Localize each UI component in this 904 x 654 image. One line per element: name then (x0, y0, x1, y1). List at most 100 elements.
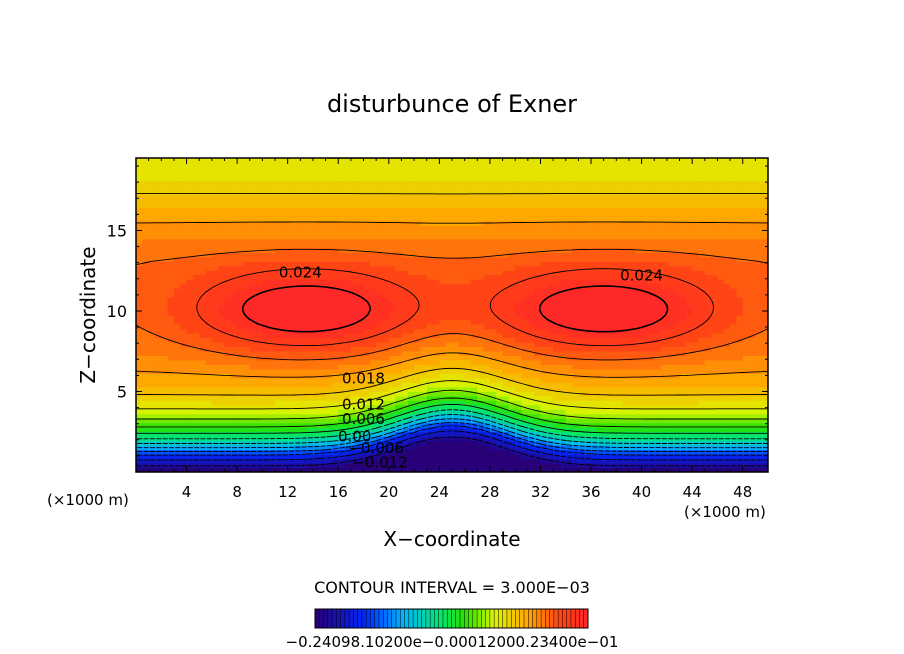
contour-field (136, 158, 768, 472)
colorbar-swatch (528, 609, 534, 628)
contour-label: 0.018 (342, 370, 385, 388)
colorbar-swatch (323, 609, 329, 628)
contour-lines (136, 158, 768, 467)
colorbar-swatch (553, 609, 559, 628)
chart-title: disturbunce of Exner (327, 90, 577, 118)
colorbar-swatch (434, 609, 440, 628)
colorbar-swatch (340, 609, 346, 628)
colorbar-swatch (357, 609, 363, 628)
colorbar-swatch (566, 609, 572, 628)
colorbar-swatch (396, 609, 401, 628)
contour-label: −0.012 (352, 453, 408, 471)
colorbar-swatch (353, 609, 359, 628)
x-tick-label: 40 (632, 483, 651, 501)
colorbar-swatch (374, 609, 380, 628)
contour-line (136, 193, 768, 396)
colorbar-swatch (579, 609, 585, 628)
colorbar-labels: −0.24098.10200e−0.00012000.23400e−01 (286, 633, 619, 651)
colorbar-swatch (417, 609, 423, 628)
colorbar-swatch (536, 609, 542, 628)
contour-line (136, 422, 768, 452)
x-tick-label: 20 (379, 483, 398, 501)
colorbar-swatch (532, 609, 538, 628)
contour-label: 0.006 (342, 410, 385, 428)
x-tick-label: 32 (531, 483, 550, 501)
colorbar-swatch (370, 609, 376, 628)
colorbar-swatch (498, 609, 504, 628)
contour-line (196, 268, 714, 347)
x-tick-label: 44 (683, 483, 702, 501)
x-tick-label: 8 (232, 483, 242, 501)
y-axis-ticks: 5 10 15 (107, 165, 768, 457)
colorbar-swatch (477, 609, 482, 628)
contour-fills (136, 158, 768, 472)
x-tick-label: 28 (480, 483, 499, 501)
x-axis-ticks: 4 8 12 16 20 24 28 32 36 40 44 48 (135, 158, 769, 501)
colorbar-swatch (524, 609, 529, 628)
colorbar-swatch (460, 609, 465, 628)
colorbar-swatch (511, 609, 516, 628)
contour-line (136, 389, 768, 420)
colorbar-swatch (413, 609, 418, 628)
colorbar-swatch (361, 609, 367, 628)
colorbar-swatch (562, 609, 568, 628)
contour-line (136, 425, 768, 456)
colorbar-swatch (425, 609, 431, 628)
colorbar-swatch (408, 609, 414, 628)
colorbar-swatch (489, 609, 495, 628)
contour-interval-note: CONTOUR INTERVAL = 3.000E−03 (314, 578, 590, 597)
colorbar-swatch (447, 609, 452, 628)
x-tick-label: 4 (182, 483, 192, 501)
colorbar-swatch (541, 609, 546, 628)
x-tick-label: 12 (278, 483, 297, 501)
colorbar-swatch (570, 609, 576, 628)
contour-label: −0.006 (348, 439, 404, 457)
colorbar-swatch (583, 609, 589, 628)
colorbar-swatch (549, 609, 555, 628)
contour-line (136, 397, 768, 428)
colorbar-swatch (327, 609, 333, 628)
colorbar-swatch (400, 609, 406, 628)
contour-line (136, 248, 768, 361)
x-axis-unit-left: (×1000 m) (47, 491, 129, 509)
colorbar-swatch (383, 609, 389, 628)
colorbar-swatch (442, 609, 448, 628)
y-axis-label: Z−coordinate (76, 246, 100, 383)
colorbar-swatch (481, 609, 487, 628)
colorbar-swatch (515, 609, 521, 628)
colorbar-swatch (464, 609, 470, 628)
colorbar-swatch (332, 609, 337, 628)
contour-line (136, 409, 768, 440)
colorbar-swatch (315, 609, 320, 628)
contour-labels: 0.024 0.024 0.018 0.0120.0060.00−0.006−0.01… (279, 263, 663, 471)
contour-line (136, 430, 768, 461)
y-tick-label: 15 (107, 221, 127, 240)
colorbar-swatch (349, 609, 354, 628)
colorbar-swatch (387, 609, 393, 628)
colorbar-swatch (391, 609, 397, 628)
colorbar-swatch (319, 609, 325, 628)
colorbar-swatch (430, 609, 435, 628)
colorbar-swatch (451, 609, 457, 628)
contour-line (136, 418, 768, 449)
colorbar-swatch (468, 609, 474, 628)
x-axis-label: X−coordinate (383, 527, 520, 551)
colorbar-swatch (506, 609, 512, 628)
contour-label: 0.024 (620, 267, 663, 285)
colorbar-swatch (502, 609, 508, 628)
colorbar-swatch (519, 609, 525, 628)
x-tick-label: 16 (329, 483, 348, 501)
colorbar-swatch (455, 609, 461, 628)
colorbar-swatch (575, 609, 580, 628)
contour-line (136, 436, 768, 467)
contour-label: 0.012 (342, 395, 385, 413)
colorbar-swatch (494, 609, 499, 628)
x-tick-label: 24 (430, 483, 449, 501)
colorbar (314, 609, 589, 628)
y-tick-label: 10 (107, 302, 127, 321)
colorbar-swatch (472, 609, 478, 628)
colorbar-swatch (558, 609, 563, 628)
y-axis-unit-right: (×1000 m) (684, 503, 766, 521)
colorbar-swatch (545, 609, 551, 628)
